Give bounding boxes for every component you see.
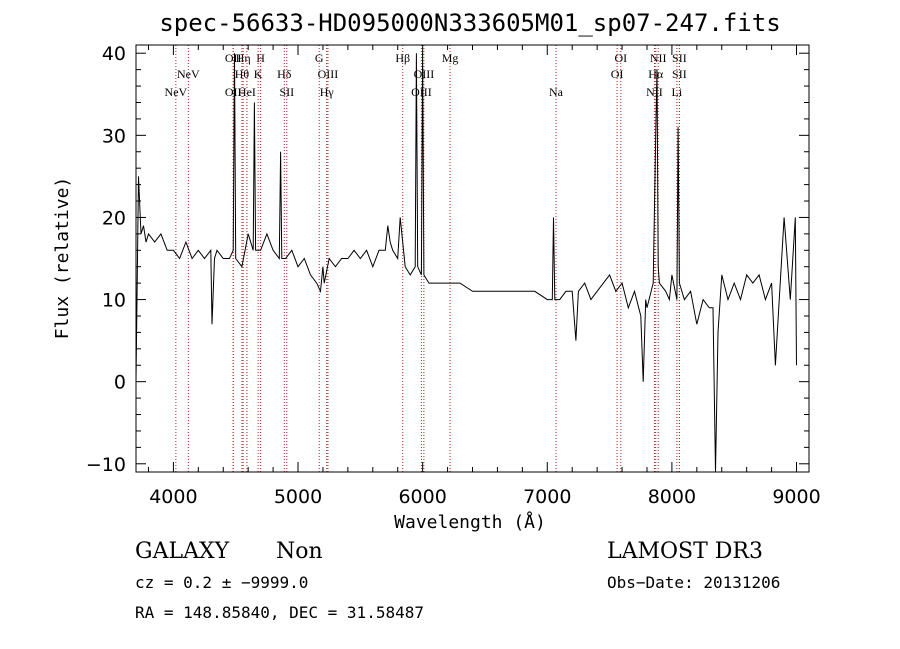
spectrum-series xyxy=(135,53,797,473)
y-tick-label: 40 xyxy=(102,43,126,65)
x-tick-label: 7000 xyxy=(523,486,571,508)
emission-line-label: H xyxy=(256,51,265,65)
emission-line-label: NII xyxy=(650,51,667,65)
emission-line-label: SII xyxy=(672,67,687,81)
emission-line-label: OIII xyxy=(414,67,435,81)
object-subclass: Non xyxy=(276,539,323,564)
spectrum-line xyxy=(135,53,797,473)
emission-line-label: Hγ xyxy=(320,85,335,99)
x-tick-label: 4000 xyxy=(149,486,197,508)
emission-line-label: NII xyxy=(646,85,663,99)
emission-line-label: OIII xyxy=(318,67,339,81)
x-tick-label: 6000 xyxy=(398,486,446,508)
y-tick-label: −10 xyxy=(86,454,126,476)
object-class: GALAXY xyxy=(135,539,230,564)
emission-line-label: Hθ xyxy=(235,67,250,81)
x-tick-label: 9000 xyxy=(772,486,820,508)
axis-ticks: 4000 5000 6000 7000 8000 9000 −10 0 10 20 30 40 xyxy=(86,43,821,508)
emission-line-label: OII xyxy=(225,85,242,99)
emission-line-label: Hα xyxy=(648,67,664,81)
ra-dec: RA = 148.85840, DEC = 31.58487 xyxy=(135,603,424,622)
survey-name: LAMOST DR3 xyxy=(607,539,763,564)
emission-line-label: NeV xyxy=(177,67,200,81)
observation-date: Obs−Date: 20131206 xyxy=(607,573,780,592)
emission-line-label: SII xyxy=(279,85,294,99)
emission-line-label: G xyxy=(315,51,324,65)
chart-title: spec-56633-HD095000N333605M01_sp07-247.f… xyxy=(159,9,780,37)
emission-line-label: NeV xyxy=(165,85,188,99)
emission-line-label: Na xyxy=(549,85,564,99)
emission-line-label: Li xyxy=(672,85,683,99)
y-tick-label: 20 xyxy=(102,207,126,229)
emission-line-label: Hη xyxy=(236,51,251,65)
x-tick-label: 5000 xyxy=(274,486,322,508)
emission-line-label: K xyxy=(254,67,263,81)
y-tick-label: 0 xyxy=(114,372,126,394)
redshift-cz: cz = 0.2 ± −9999.0 xyxy=(135,573,308,592)
x-axis-label: Wavelength (Å) xyxy=(394,511,546,533)
emission-line-label: HeI xyxy=(238,85,256,99)
y-axis-label: Flux (relative) xyxy=(52,177,73,340)
y-tick-label: 10 xyxy=(102,290,126,312)
emission-line-label: OI xyxy=(614,51,627,65)
y-tick-label: 30 xyxy=(102,125,126,147)
x-tick-label: 8000 xyxy=(648,486,696,508)
emission-line-label: OIII xyxy=(411,85,432,99)
plot-frame xyxy=(135,44,810,473)
emission-line-label: Hβ xyxy=(395,51,410,65)
emission-line-label: Mg xyxy=(442,51,459,65)
emission-line-label: OI xyxy=(611,67,624,81)
emission-line-label: Hδ xyxy=(277,67,292,81)
